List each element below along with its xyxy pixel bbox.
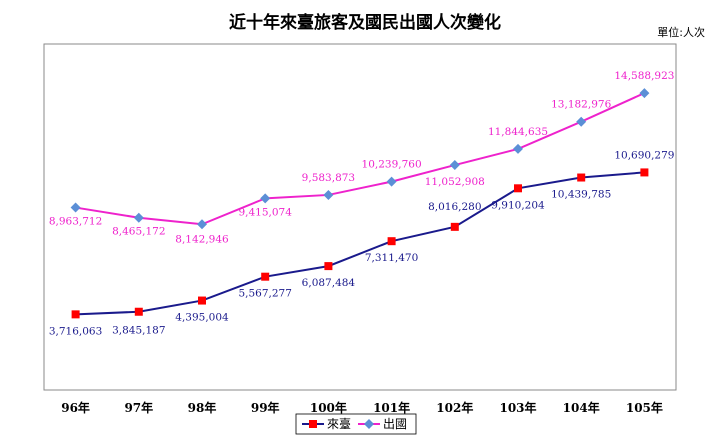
data-label: 11,052,908 <box>425 176 485 188</box>
data-point <box>260 193 271 204</box>
chart-title: 近十年來臺旅客及國民出國人次變化 <box>229 12 501 33</box>
data-label: 8,142,946 <box>175 233 229 245</box>
legend-label: 來臺 <box>327 416 351 431</box>
data-point <box>323 189 334 200</box>
data-label: 14,588,923 <box>614 70 674 82</box>
x-tick-label: 101年 <box>373 400 410 415</box>
x-tick-label: 102年 <box>436 400 473 415</box>
x-tick-label: 98年 <box>188 400 217 415</box>
data-point <box>261 272 270 281</box>
data-point <box>513 143 523 154</box>
data-label: 10,690,279 <box>614 149 674 161</box>
data-point <box>324 262 333 271</box>
data-point <box>198 296 206 305</box>
unit-label: 單位:人次 <box>657 25 705 39</box>
series-layer: 8,963,712 8,465,172 8,142,946 9,415,074 9,58… <box>49 70 675 337</box>
data-label: 11,844,635 <box>488 126 548 138</box>
data-label: 9,583,873 <box>302 172 355 184</box>
legend-box <box>295 413 417 435</box>
data-point <box>134 307 143 316</box>
legend-marker <box>364 419 374 429</box>
data-point <box>386 176 397 187</box>
data-point <box>449 160 460 171</box>
data-point <box>576 116 587 127</box>
data-label: 9,910,204 <box>491 199 545 211</box>
plot-area <box>43 43 677 391</box>
data-label: 4,395,004 <box>175 312 229 324</box>
data-label: 3,845,187 <box>112 325 165 337</box>
series-outbound: 8,963,712 8,465,172 8,142,946 9,415,074 9,58… <box>49 70 675 245</box>
x-tick-label: 96年 <box>61 400 90 415</box>
data-label: 10,439,785 <box>551 189 611 201</box>
data-label: 13,182,976 <box>551 99 611 111</box>
data-label: 8,016,280 <box>428 201 481 213</box>
data-label: 8,963,712 <box>49 216 102 228</box>
data-point <box>197 219 207 230</box>
series-line <box>75 92 645 226</box>
x-tick-label: 99年 <box>251 400 280 415</box>
data-label: 9,415,074 <box>238 206 292 218</box>
data-point <box>450 222 459 231</box>
data-point <box>133 212 144 223</box>
data-label: 10,239,760 <box>362 159 422 171</box>
legend-label: 出國 <box>383 417 407 431</box>
data-point <box>70 202 81 213</box>
data-point <box>387 237 396 246</box>
legend-marker <box>309 420 317 428</box>
data-label: 6,087,484 <box>302 277 356 289</box>
data-point <box>639 88 650 99</box>
x-tick-label: 103年 <box>499 400 536 415</box>
x-tick-label: 97年 <box>124 400 153 415</box>
legend: 來臺 出國 <box>295 413 417 435</box>
x-tick-label: 100年 <box>310 400 347 415</box>
data-point <box>514 184 522 193</box>
series-visitors: 3,716,063 3,845,187 4,395,004 5,567,277 6,08… <box>49 149 675 337</box>
x-axis-ticks: 96年 97年 98年 99年 100年 101年 102年 103年 104年 105年 <box>61 400 663 415</box>
data-label: 5,567,277 <box>238 288 291 300</box>
data-label: 7,311,470 <box>365 252 418 264</box>
data-point <box>71 310 80 319</box>
x-tick-label: 104年 <box>563 400 600 415</box>
data-point <box>640 168 649 177</box>
data-point <box>577 173 586 182</box>
x-tick-label: 105年 <box>626 400 663 415</box>
series-line <box>75 171 645 316</box>
data-label: 8,465,172 <box>112 226 165 238</box>
data-label: 3,716,063 <box>49 325 102 337</box>
